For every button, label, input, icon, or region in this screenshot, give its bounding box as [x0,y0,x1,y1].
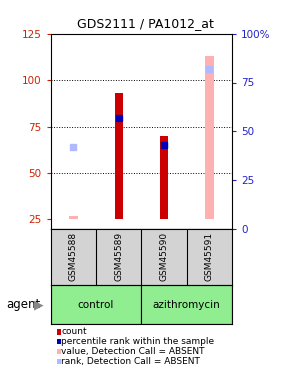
Text: count: count [61,327,87,336]
Text: GDS2111 / PA1012_at: GDS2111 / PA1012_at [77,17,213,30]
Text: GSM45589: GSM45589 [114,232,123,281]
Text: percentile rank within the sample: percentile rank within the sample [61,337,215,346]
Bar [115,93,123,219]
Text: rank, Detection Call = ABSENT: rank, Detection Call = ABSENT [61,357,200,366]
Text: control: control [78,300,114,310]
Text: ▶: ▶ [34,298,44,311]
Bar [205,56,214,219]
Bar [160,136,168,219]
Text: agent: agent [6,298,40,311]
Text: GSM45590: GSM45590 [160,232,168,281]
Bar [142,285,232,324]
Text: azithromycin: azithromycin [153,300,221,310]
Text: GSM45591: GSM45591 [205,232,214,281]
Text: GSM45588: GSM45588 [69,232,78,281]
Bar [51,285,142,324]
Bar [69,216,78,219]
Text: value, Detection Call = ABSENT: value, Detection Call = ABSENT [61,347,205,356]
